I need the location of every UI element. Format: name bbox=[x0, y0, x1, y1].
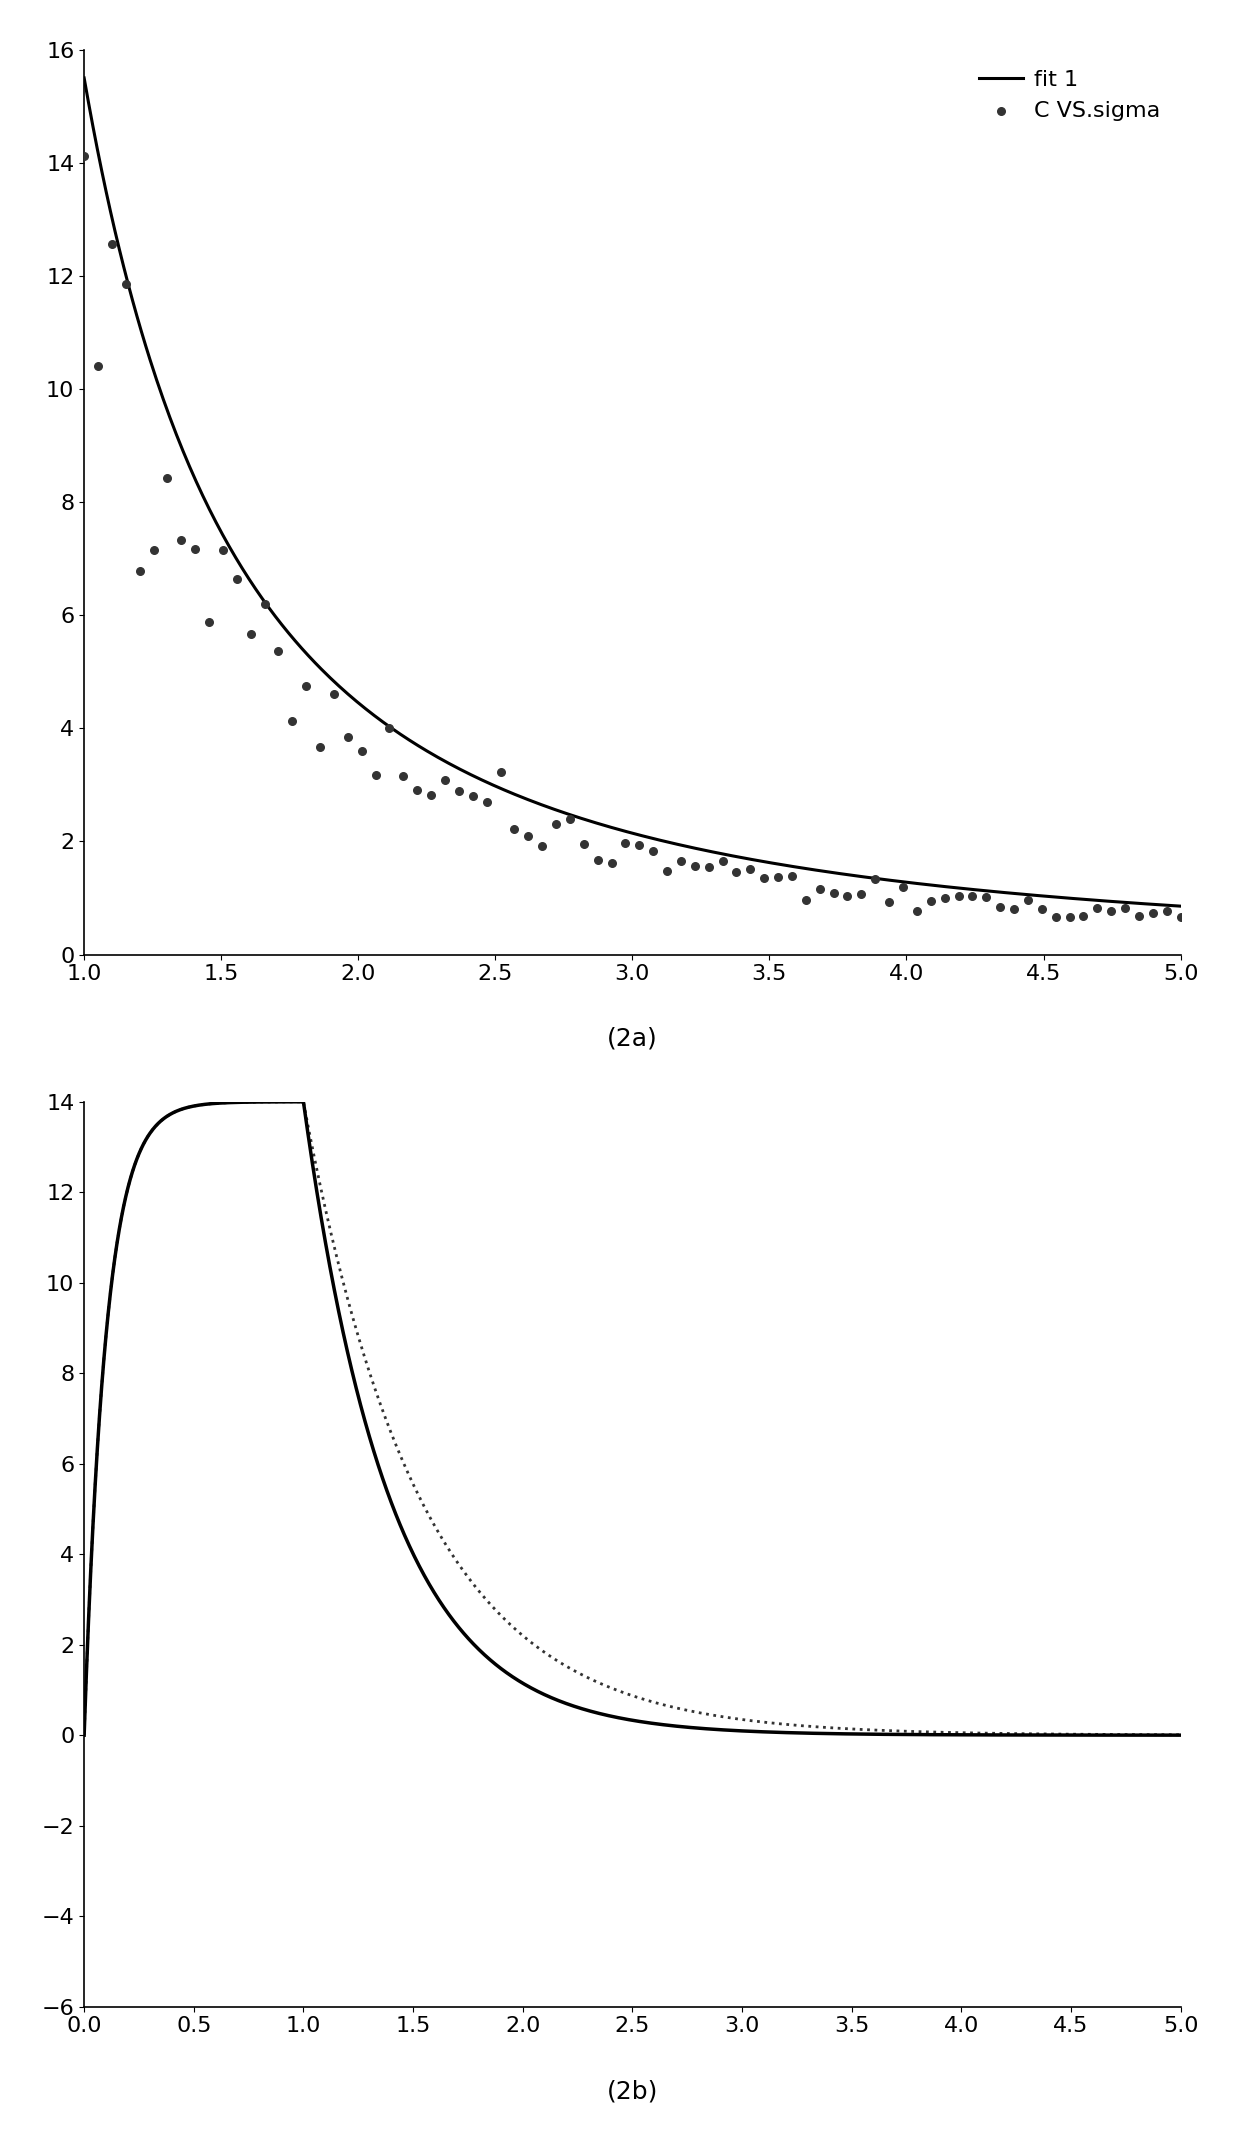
C VS.sigma bbox=[893, 870, 913, 904]
C VS.sigma bbox=[296, 669, 316, 704]
C VS.sigma bbox=[200, 605, 219, 640]
fit 1 bbox=[77, 66, 92, 92]
C VS.sigma bbox=[1143, 895, 1163, 930]
C VS.sigma bbox=[713, 844, 733, 878]
C VS.sigma bbox=[74, 139, 94, 173]
C VS.sigma bbox=[532, 829, 552, 863]
C VS.sigma bbox=[379, 712, 399, 746]
C VS.sigma bbox=[1157, 893, 1177, 927]
C VS.sigma bbox=[879, 885, 899, 919]
C VS.sigma bbox=[435, 763, 455, 797]
C VS.sigma bbox=[130, 554, 150, 588]
C VS.sigma bbox=[339, 721, 358, 755]
C VS.sigma bbox=[366, 759, 386, 793]
C VS.sigma bbox=[560, 802, 580, 836]
C VS.sigma bbox=[1130, 900, 1149, 934]
C VS.sigma bbox=[699, 851, 719, 885]
C VS.sigma bbox=[476, 785, 496, 819]
C VS.sigma bbox=[393, 759, 413, 793]
Line: fit 1: fit 1 bbox=[84, 79, 1180, 906]
C VS.sigma bbox=[144, 533, 164, 567]
C VS.sigma bbox=[102, 226, 122, 260]
fit 1 bbox=[1173, 893, 1188, 919]
C VS.sigma bbox=[1004, 891, 1024, 925]
C VS.sigma bbox=[1018, 883, 1038, 917]
C VS.sigma bbox=[991, 889, 1011, 923]
C VS.sigma bbox=[727, 855, 746, 889]
C VS.sigma bbox=[491, 755, 511, 789]
C VS.sigma bbox=[1115, 891, 1135, 925]
C VS.sigma bbox=[921, 885, 941, 919]
C VS.sigma bbox=[644, 834, 663, 868]
C VS.sigma bbox=[518, 819, 538, 853]
C VS.sigma bbox=[88, 350, 108, 384]
C VS.sigma bbox=[671, 844, 691, 878]
C VS.sigma bbox=[810, 872, 830, 906]
C VS.sigma bbox=[1087, 891, 1107, 925]
C VS.sigma bbox=[823, 876, 843, 910]
C VS.sigma bbox=[269, 635, 289, 669]
C VS.sigma bbox=[241, 616, 260, 650]
X-axis label: (2b): (2b) bbox=[606, 2079, 658, 2102]
C VS.sigma bbox=[546, 806, 565, 840]
Legend: fit 1, C VS.sigma: fit 1, C VS.sigma bbox=[970, 62, 1169, 130]
fit 1 bbox=[604, 814, 619, 840]
C VS.sigma bbox=[866, 861, 885, 895]
C VS.sigma bbox=[684, 849, 704, 883]
C VS.sigma bbox=[1045, 900, 1065, 934]
C VS.sigma bbox=[352, 733, 372, 768]
C VS.sigma bbox=[935, 881, 955, 915]
C VS.sigma bbox=[185, 531, 205, 565]
C VS.sigma bbox=[407, 774, 427, 808]
C VS.sigma bbox=[976, 881, 996, 915]
C VS.sigma bbox=[601, 846, 621, 881]
C VS.sigma bbox=[630, 827, 650, 861]
C VS.sigma bbox=[782, 859, 802, 893]
C VS.sigma bbox=[213, 533, 233, 567]
fit 1 bbox=[1147, 891, 1162, 917]
C VS.sigma bbox=[615, 825, 635, 859]
fit 1 bbox=[598, 812, 613, 838]
fit 1 bbox=[670, 831, 684, 857]
C VS.sigma bbox=[422, 778, 441, 812]
C VS.sigma bbox=[796, 883, 816, 917]
C VS.sigma bbox=[115, 266, 135, 301]
C VS.sigma bbox=[754, 861, 774, 895]
C VS.sigma bbox=[1060, 900, 1080, 934]
C VS.sigma bbox=[157, 461, 177, 495]
C VS.sigma bbox=[906, 893, 926, 927]
C VS.sigma bbox=[588, 842, 608, 876]
C VS.sigma bbox=[1032, 891, 1052, 925]
C VS.sigma bbox=[171, 522, 191, 556]
C VS.sigma bbox=[657, 855, 677, 889]
C VS.sigma bbox=[283, 704, 303, 738]
C VS.sigma bbox=[574, 827, 594, 861]
X-axis label: (2a): (2a) bbox=[608, 1028, 657, 1051]
C VS.sigma bbox=[463, 778, 482, 812]
C VS.sigma bbox=[324, 676, 343, 710]
C VS.sigma bbox=[254, 586, 274, 620]
C VS.sigma bbox=[1101, 893, 1121, 927]
fit 1 bbox=[976, 878, 991, 904]
C VS.sigma bbox=[852, 876, 872, 910]
C VS.sigma bbox=[1074, 900, 1094, 934]
C VS.sigma bbox=[837, 878, 857, 912]
C VS.sigma bbox=[449, 774, 469, 808]
C VS.sigma bbox=[949, 878, 968, 912]
C VS.sigma bbox=[740, 851, 760, 885]
C VS.sigma bbox=[310, 731, 330, 765]
C VS.sigma bbox=[1171, 900, 1190, 934]
fit 1 bbox=[729, 844, 744, 870]
C VS.sigma bbox=[768, 861, 787, 895]
C VS.sigma bbox=[505, 812, 525, 846]
C VS.sigma bbox=[227, 561, 247, 595]
C VS.sigma bbox=[962, 878, 982, 912]
